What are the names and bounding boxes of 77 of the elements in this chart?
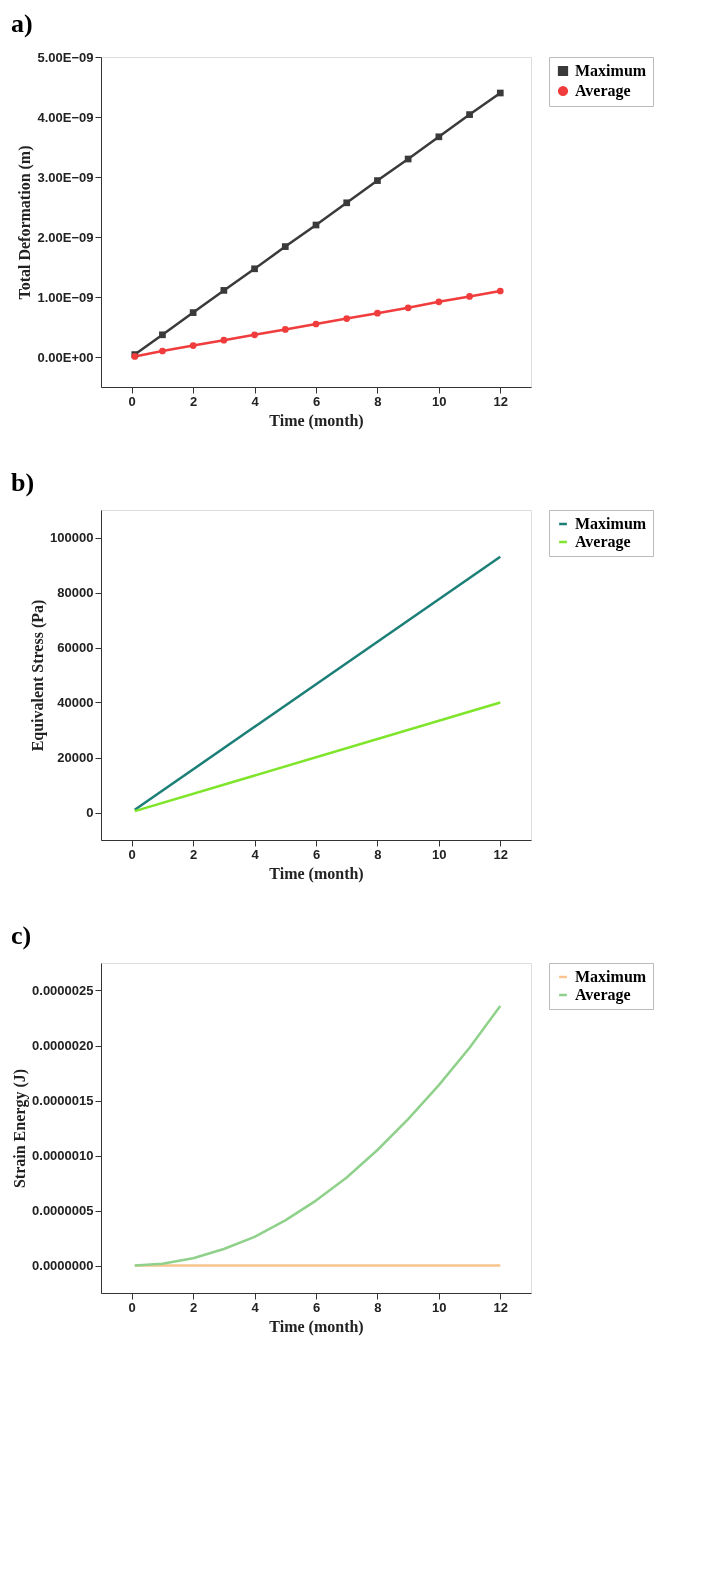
x-tick-label: 12 — [493, 1299, 509, 1315]
x-tick-label: 4 — [251, 1299, 260, 1315]
point — [312, 320, 320, 328]
y-axis-title: Total Deformation (m) — [16, 145, 35, 300]
point — [404, 304, 412, 312]
legend-label: Average — [575, 986, 631, 1004]
x-tick-label: 8 — [374, 846, 382, 862]
x-tick-label: 12 — [493, 846, 509, 862]
y-tick-label: 5.00E−09 — [37, 49, 94, 65]
y-tick-label: 0.0000025 — [32, 983, 94, 998]
point — [220, 336, 228, 344]
point — [220, 287, 228, 294]
y-tick-label: 0.0000015 — [32, 1093, 94, 1108]
x-tick-label: 6 — [312, 846, 321, 862]
x-tick-label: 0 — [128, 393, 136, 409]
point — [374, 309, 381, 317]
x-tick-label: 2 — [190, 1299, 198, 1315]
y-tick-label: 0.0000010 — [32, 1148, 94, 1163]
y-tick-label: 20000 — [57, 750, 94, 765]
y-axis-title: Equivalent Stress (Pa) — [29, 599, 48, 752]
x-tick-label: 8 — [374, 393, 382, 409]
point — [189, 342, 197, 349]
x-tick-label: 0 — [128, 846, 136, 862]
y-axis-title: Strain Energy (J) — [11, 1068, 30, 1189]
point — [466, 111, 473, 118]
y-tick-label: 60000 — [57, 640, 94, 655]
legend-label: Average — [575, 82, 631, 100]
y-tick-label: 0.00E+00 — [37, 349, 94, 365]
y-tick-label: 0.0000000 — [32, 1258, 94, 1273]
point — [466, 293, 473, 300]
y-tick-label: 40000 — [57, 695, 94, 710]
x-tick-label: 6 — [312, 1299, 321, 1315]
x-tick-label: 4 — [251, 846, 260, 862]
x-tick-label: 0 — [128, 1299, 136, 1315]
x-tick-label: 8 — [374, 1299, 382, 1315]
y-tick-label: 2.00E−09 — [37, 229, 94, 245]
chart-title: a) — [11, 9, 33, 38]
x-tick-label: 10 — [432, 393, 447, 409]
x-tick-label: 6 — [312, 393, 321, 409]
legend-label: Maximum — [575, 515, 647, 532]
y-tick-label: 1.00E−09 — [37, 289, 94, 305]
point — [159, 347, 166, 355]
legend-label: Maximum — [575, 968, 647, 985]
point — [159, 331, 166, 339]
chart-title: b) — [11, 467, 35, 497]
x-tick-label: 10 — [432, 846, 447, 862]
x-axis-title: Time (month) — [269, 864, 364, 883]
point — [435, 133, 443, 141]
point — [251, 331, 258, 339]
chart-title: c) — [11, 920, 32, 950]
legend-label: Maximum — [575, 62, 647, 79]
point — [281, 243, 289, 250]
point — [251, 265, 258, 273]
point — [435, 298, 443, 306]
x-axis-title: Time (month) — [269, 411, 364, 430]
x-tick-label: 10 — [432, 1299, 447, 1315]
x-tick-label: 4 — [251, 393, 260, 409]
x-axis-title: Time (month) — [269, 1317, 364, 1336]
point — [496, 287, 504, 295]
x-tick-label: 2 — [190, 393, 198, 409]
point — [374, 177, 381, 184]
y-tick-label: 3.00E−09 — [37, 169, 94, 185]
x-tick-label: 2 — [190, 846, 198, 862]
y-tick-label: 0.0000020 — [32, 1038, 94, 1053]
y-tick-label: 80000 — [57, 585, 94, 600]
point — [281, 326, 289, 333]
point — [496, 89, 504, 97]
line-series — [133, 1004, 502, 1267]
x-tick-label: 12 — [493, 393, 509, 409]
point — [343, 315, 351, 322]
point — [189, 309, 197, 316]
y-tick-label: 0 — [86, 805, 94, 820]
y-tick-label: 0.0000005 — [32, 1203, 94, 1218]
y-tick-label: 100000 — [50, 530, 94, 545]
legend-label: Average — [575, 533, 631, 551]
y-tick-label: 4.00E−09 — [37, 109, 94, 125]
point — [343, 199, 351, 207]
